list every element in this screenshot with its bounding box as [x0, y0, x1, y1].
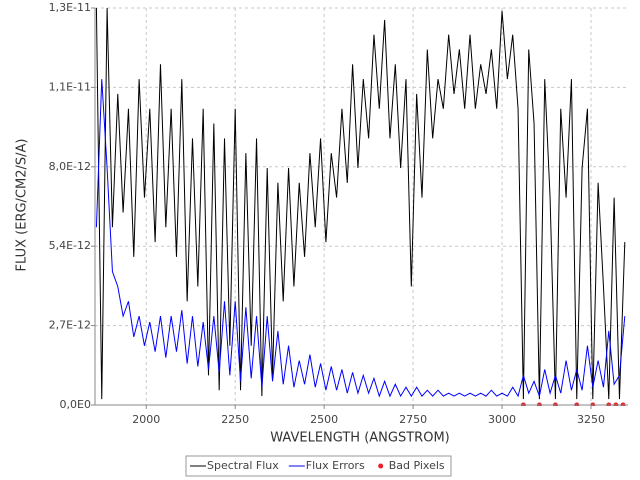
- legend-marker: [378, 463, 384, 469]
- y-tick-label: 1,3E-11: [49, 1, 91, 14]
- legend-label: Flux Errors: [306, 459, 365, 472]
- x-tick-label: 3250: [577, 413, 605, 426]
- legend-label: Spectral Flux: [207, 459, 279, 472]
- plot-area: [95, 8, 628, 405]
- x-axis-title: WAVELENGTH (ANGSTROM): [270, 431, 449, 446]
- x-tick-label: 2500: [310, 413, 338, 426]
- y-tick-label: 1,1E-11: [49, 80, 91, 93]
- y-tick-label: 8,0E-12: [49, 160, 91, 173]
- legend-label: Bad Pixels: [389, 459, 445, 472]
- series-line: [95, 8, 626, 400]
- y-tick-label: 5,4E-12: [49, 239, 91, 252]
- x-tick-label: 2750: [399, 413, 427, 426]
- x-tick-label: 3000: [488, 413, 516, 426]
- y-axis-title: FLUX (ERG/CM2/S/A): [15, 139, 30, 272]
- series-line: [95, 79, 626, 398]
- y-tick-label: 2,7E-12: [49, 319, 91, 332]
- y-tick-label: 0,0E0: [60, 398, 91, 411]
- legend: [185, 455, 452, 477]
- x-tick-label: 2000: [132, 413, 160, 426]
- x-tick-label: 2250: [221, 413, 249, 426]
